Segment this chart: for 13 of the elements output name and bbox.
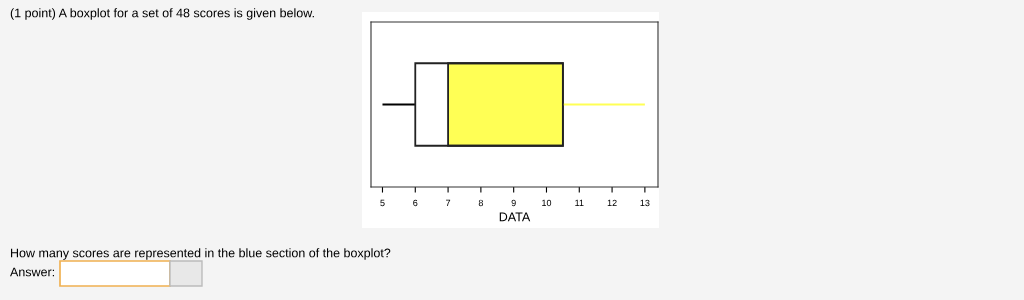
text: (1 point) A boxplot for a set of 48 scores is given below. xyxy=(10,8,314,20)
text: Answer: xyxy=(10,267,55,277)
x-tick-label: 7 xyxy=(446,199,451,207)
x-tick-label: 5 xyxy=(380,199,385,207)
x-tick-label: 13 xyxy=(640,199,650,207)
x-tick-label: 10 xyxy=(542,199,552,207)
x-axis-title: DATA xyxy=(499,212,531,222)
x-tick-label: 11 xyxy=(575,199,584,207)
x-tick-label: 8 xyxy=(478,199,483,207)
text: How many scores are represented in the blue section of the boxplot? xyxy=(11,248,391,260)
x-tick-label: 12 xyxy=(607,199,617,207)
x-tick-label: 9 xyxy=(511,199,516,207)
x-tick-label: 6 xyxy=(413,199,418,207)
